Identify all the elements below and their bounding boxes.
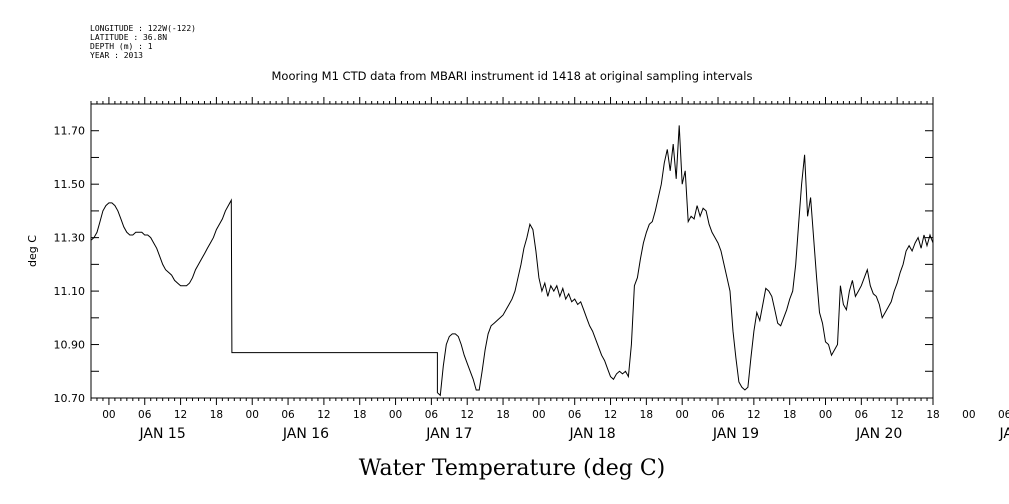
day-label: JAN 16 bbox=[282, 426, 329, 442]
day-label: JAN 15 bbox=[139, 426, 186, 442]
x-tick-label: 06 bbox=[138, 409, 152, 421]
longitude-label: LONGITUDE : 122W(-122) bbox=[90, 24, 196, 33]
day-label: JAN 19 bbox=[712, 426, 759, 442]
x-tick-label: 18 bbox=[783, 409, 796, 421]
y-tick-label: 11.70 bbox=[54, 125, 86, 138]
x-tick-labels: 00 06 12 18 00 06 12 18 00 06 12 18 00 06 12 18 00 06 12 18… bbox=[102, 409, 1009, 421]
x-tick-label: 18 bbox=[210, 409, 223, 421]
depth-label: DEPTH (m) : 1 bbox=[90, 42, 153, 51]
plot-frame bbox=[90, 103, 934, 399]
x-tick-label: 18 bbox=[640, 409, 653, 421]
x-tick-label: 00 bbox=[676, 409, 689, 421]
y-tick-label: 11.30 bbox=[54, 232, 86, 245]
x-tick-label: 18 bbox=[926, 409, 939, 421]
x-tick-label: 00 bbox=[246, 409, 259, 421]
day-label: JAN 18 bbox=[569, 426, 616, 442]
y-tick-labels: 10.70 10.90 11.10 11.30 11.50 11.70 bbox=[54, 125, 86, 405]
x-tick-label: 06 bbox=[998, 409, 1009, 421]
x-tick-label: 12 bbox=[890, 409, 903, 421]
x-tick-label: 00 bbox=[102, 409, 115, 421]
x-tick-label: 12 bbox=[747, 409, 760, 421]
x-tick-label: 06 bbox=[568, 409, 582, 421]
x-tick-label: 06 bbox=[281, 409, 295, 421]
day-label: JAN 17 bbox=[425, 426, 472, 442]
x-tick-label: 06 bbox=[425, 409, 439, 421]
latitude-label: LATITUDE : 36.8N bbox=[90, 33, 167, 42]
y-axis-label: deg C bbox=[26, 235, 39, 267]
location-metadata: LONGITUDE : 122W(-122) LATITUDE : 36.8N … bbox=[90, 24, 196, 60]
day-label: JAN 21 bbox=[998, 426, 1009, 442]
chart-title: Mooring M1 CTD data from MBARI instrumen… bbox=[272, 69, 753, 83]
x-tick-label: 18 bbox=[496, 409, 509, 421]
y-tick-label: 11.10 bbox=[54, 285, 86, 298]
y-tick-label: 11.50 bbox=[54, 178, 86, 191]
x-tick-label: 00 bbox=[532, 409, 545, 421]
year-label: YEAR : 2013 bbox=[90, 51, 143, 60]
x-tick-label: 12 bbox=[317, 409, 330, 421]
x-tick-label: 00 bbox=[962, 409, 975, 421]
series-line bbox=[90, 125, 934, 397]
x-tick-label: 12 bbox=[174, 409, 187, 421]
axis-ticks bbox=[90, 97, 934, 405]
x-tick-label: 18 bbox=[353, 409, 366, 421]
x-tick-label: 12 bbox=[604, 409, 617, 421]
x-tick-label: 00 bbox=[389, 409, 402, 421]
y-tick-label: 10.70 bbox=[54, 392, 86, 405]
y-tick-label: 10.90 bbox=[54, 339, 86, 352]
day-label: JAN 20 bbox=[855, 426, 902, 442]
x-tick-label: 12 bbox=[461, 409, 474, 421]
day-labels: JAN 15 JAN 16 JAN 17 JAN 18 JAN 19 JAN 20 JAN … bbox=[139, 426, 1009, 442]
x-tick-label: 00 bbox=[819, 409, 832, 421]
x-tick-label: 06 bbox=[855, 409, 869, 421]
x-axis-label: Water Temperature (deg C) bbox=[359, 456, 666, 481]
x-tick-label: 06 bbox=[711, 409, 725, 421]
